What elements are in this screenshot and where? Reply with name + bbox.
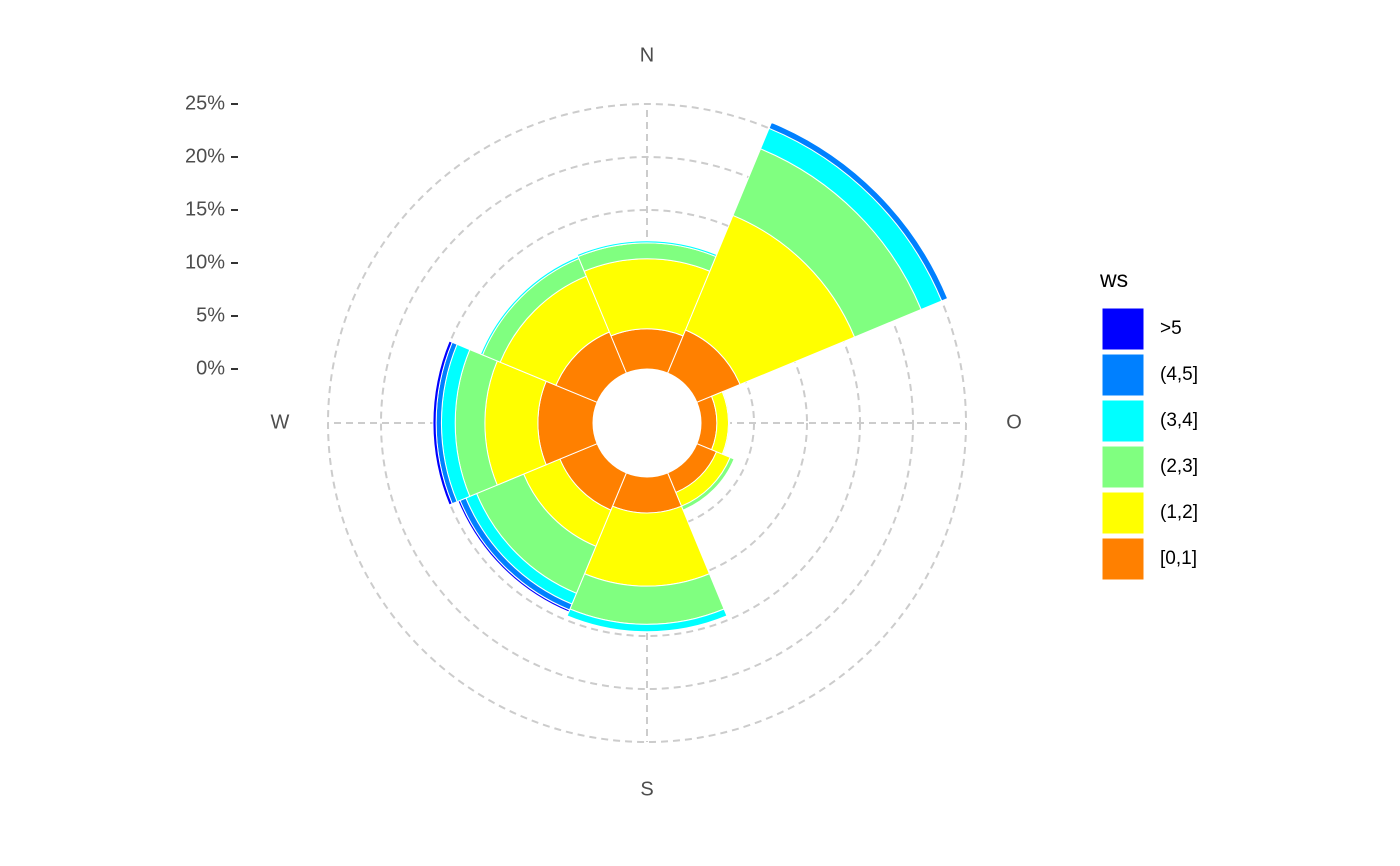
legend-label: (4,5] (1160, 364, 1198, 385)
y-tick-label: 10% (185, 251, 225, 273)
legend-label: [0,1] (1160, 548, 1197, 569)
direction-label: N (640, 44, 654, 66)
y-tick-label: 15% (185, 198, 225, 220)
legend-label: >5 (1160, 318, 1182, 339)
direction-label: W (271, 411, 290, 433)
y-tick-label: 5% (196, 304, 225, 326)
legend-key (1101, 353, 1145, 397)
y-tick-label: 20% (185, 145, 225, 167)
sector (768, 121, 949, 302)
sector (432, 340, 453, 506)
sector (566, 608, 728, 633)
legend-key (1101, 399, 1145, 443)
sector (484, 360, 547, 486)
legend-title: ws (1099, 266, 1128, 292)
legend-key (1101, 491, 1145, 535)
legend-key (1101, 537, 1145, 581)
direction-label: S (640, 778, 653, 800)
grid-circle (380, 156, 914, 690)
legend-label: (1,2] (1160, 502, 1198, 523)
legend-label: (3,4] (1160, 410, 1198, 431)
direction-label: O (1006, 411, 1022, 433)
legend-key (1101, 445, 1145, 489)
legend-key (1101, 307, 1145, 351)
y-tick-label: 25% (185, 92, 225, 114)
legend-label: (2,3] (1160, 456, 1198, 477)
y-tick-label: 0% (196, 357, 225, 379)
sector (479, 255, 580, 356)
grid-circle (486, 262, 808, 584)
